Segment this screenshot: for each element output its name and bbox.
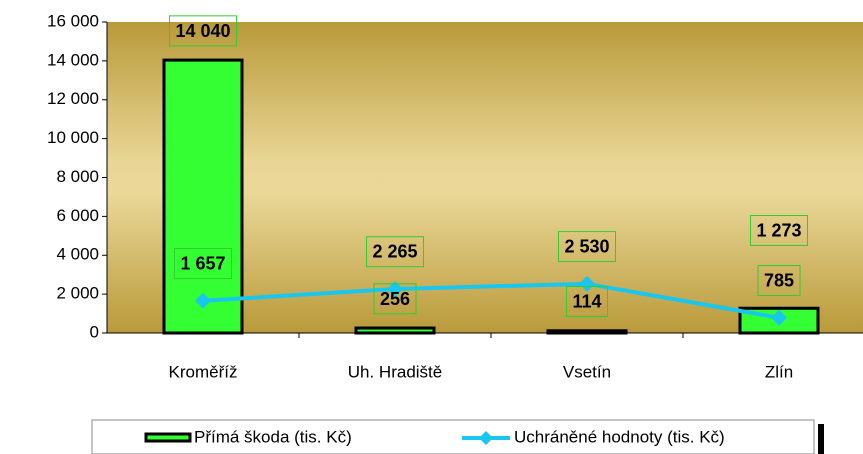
y-tick-label: 8 000 <box>56 167 99 186</box>
x-tick-label: Vsetín <box>563 362 611 381</box>
y-tick-label: 16 000 <box>47 11 99 30</box>
data-label: 14 040 <box>175 21 230 41</box>
data-label-box <box>565 286 609 318</box>
bar <box>354 326 436 335</box>
legend-shadow <box>818 424 824 454</box>
data-label-box <box>749 214 809 246</box>
data-label: 114 <box>572 292 601 312</box>
data-label: 256 <box>380 289 410 309</box>
y-tick-label: 4 000 <box>56 245 99 264</box>
line-marker <box>579 275 595 292</box>
legend-label: Přímá škoda (tis. Kč) <box>194 427 352 446</box>
data-label: 785 <box>764 270 794 290</box>
data-label-box <box>373 283 417 315</box>
bar <box>162 58 244 335</box>
data-label: 1 657 <box>180 254 225 274</box>
data-label-box <box>365 236 425 268</box>
data-label-box <box>168 15 238 47</box>
x-tick-label: Zlín <box>765 362 793 381</box>
line-marker <box>771 309 787 326</box>
data-label-box <box>757 264 801 296</box>
x-tick-label: Kroměříž <box>169 362 238 381</box>
data-label: 1 273 <box>756 220 801 240</box>
legend-bar-swatch <box>144 432 192 443</box>
y-tick-label: 14 000 <box>47 50 99 69</box>
bar <box>546 329 628 335</box>
data-label-box <box>557 231 617 263</box>
legend-line-marker <box>479 431 493 445</box>
line <box>202 281 780 320</box>
line-marker <box>195 292 211 309</box>
line-marker <box>387 280 403 297</box>
y-tick-label: 2 000 <box>56 284 99 303</box>
y-tick-label: 6 000 <box>56 206 99 225</box>
y-tick-label: 12 000 <box>47 89 99 108</box>
data-label: 2 530 <box>564 237 609 257</box>
legend <box>91 419 815 454</box>
x-tick-label: Uh. Hradiště <box>348 362 442 381</box>
data-label-box <box>173 248 233 280</box>
data-label: 2 265 <box>372 242 417 262</box>
y-tick-label: 0 <box>90 322 99 341</box>
y-tick-label: 10 000 <box>47 128 99 147</box>
legend-label: Uchráněné hodnoty (tis. Kč) <box>514 427 725 446</box>
